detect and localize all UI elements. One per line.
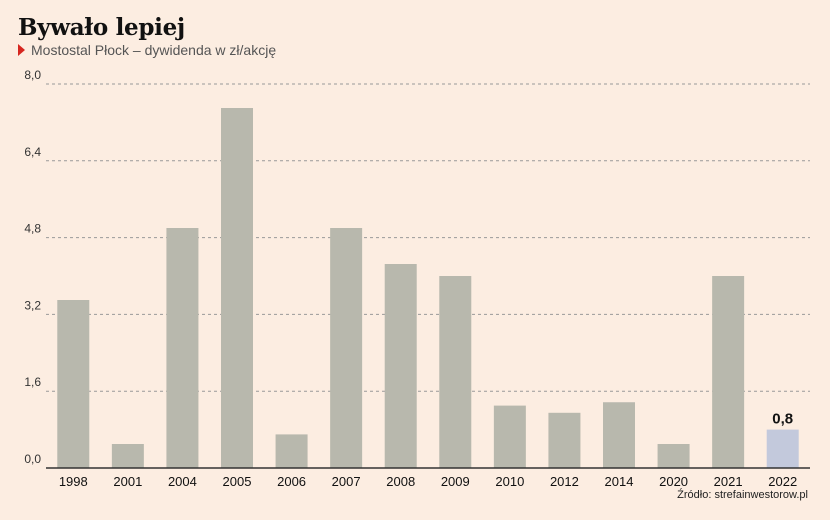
chart-title: Bywało lepiej [18, 14, 185, 41]
y-tick-label: 8,0 [24, 68, 41, 82]
bar-2006 [275, 434, 308, 468]
x-tick-label: 2012 [550, 474, 579, 489]
bar-2005 [221, 108, 253, 468]
x-tick-label: 2014 [605, 474, 634, 489]
source-note: Źródło: strefainwestorow.pl [677, 489, 808, 501]
x-tick-label: 2001 [113, 474, 142, 489]
x-tick-label: 1998 [59, 474, 88, 489]
bar-2020 [657, 444, 690, 468]
bar-2022 [766, 429, 799, 468]
triangle-marker-icon [18, 44, 25, 56]
x-tick-label: 2021 [714, 474, 743, 489]
x-tick-label: 2008 [386, 474, 415, 489]
bar-2012 [548, 412, 581, 468]
bar-2009 [439, 276, 472, 468]
bar-2001 [111, 444, 144, 468]
bar-2007 [330, 228, 363, 468]
x-tick-label: 2009 [441, 474, 470, 489]
y-tick-label: 6,4 [24, 145, 41, 159]
x-tick-label: 2022 [768, 474, 797, 489]
x-tick-label: 2020 [659, 474, 688, 489]
bar-2014 [603, 402, 635, 468]
y-tick-label: 0,0 [24, 452, 41, 466]
x-tick-label: 2004 [168, 474, 197, 489]
x-tick-label: 2006 [277, 474, 306, 489]
x-tick-label: 2007 [332, 474, 361, 489]
chart-subtitle: Mostostal Płock – dywidenda w zł/akcję [18, 42, 276, 58]
x-tick-label: 2010 [495, 474, 524, 489]
y-tick-label: 3,2 [24, 298, 41, 312]
subtitle-text: Mostostal Płock – dywidenda w zł/akcję [31, 42, 277, 58]
bar-2021 [712, 276, 745, 468]
y-tick-label: 4,8 [24, 222, 41, 236]
bar-2004 [166, 228, 199, 468]
bar-2008 [384, 264, 417, 468]
bar-1998 [57, 300, 90, 468]
data-label-highlight: 0,8 [772, 411, 793, 428]
x-tick-label: 2005 [223, 474, 252, 489]
y-tick-label: 1,6 [24, 375, 41, 389]
bar-2010 [493, 405, 526, 468]
